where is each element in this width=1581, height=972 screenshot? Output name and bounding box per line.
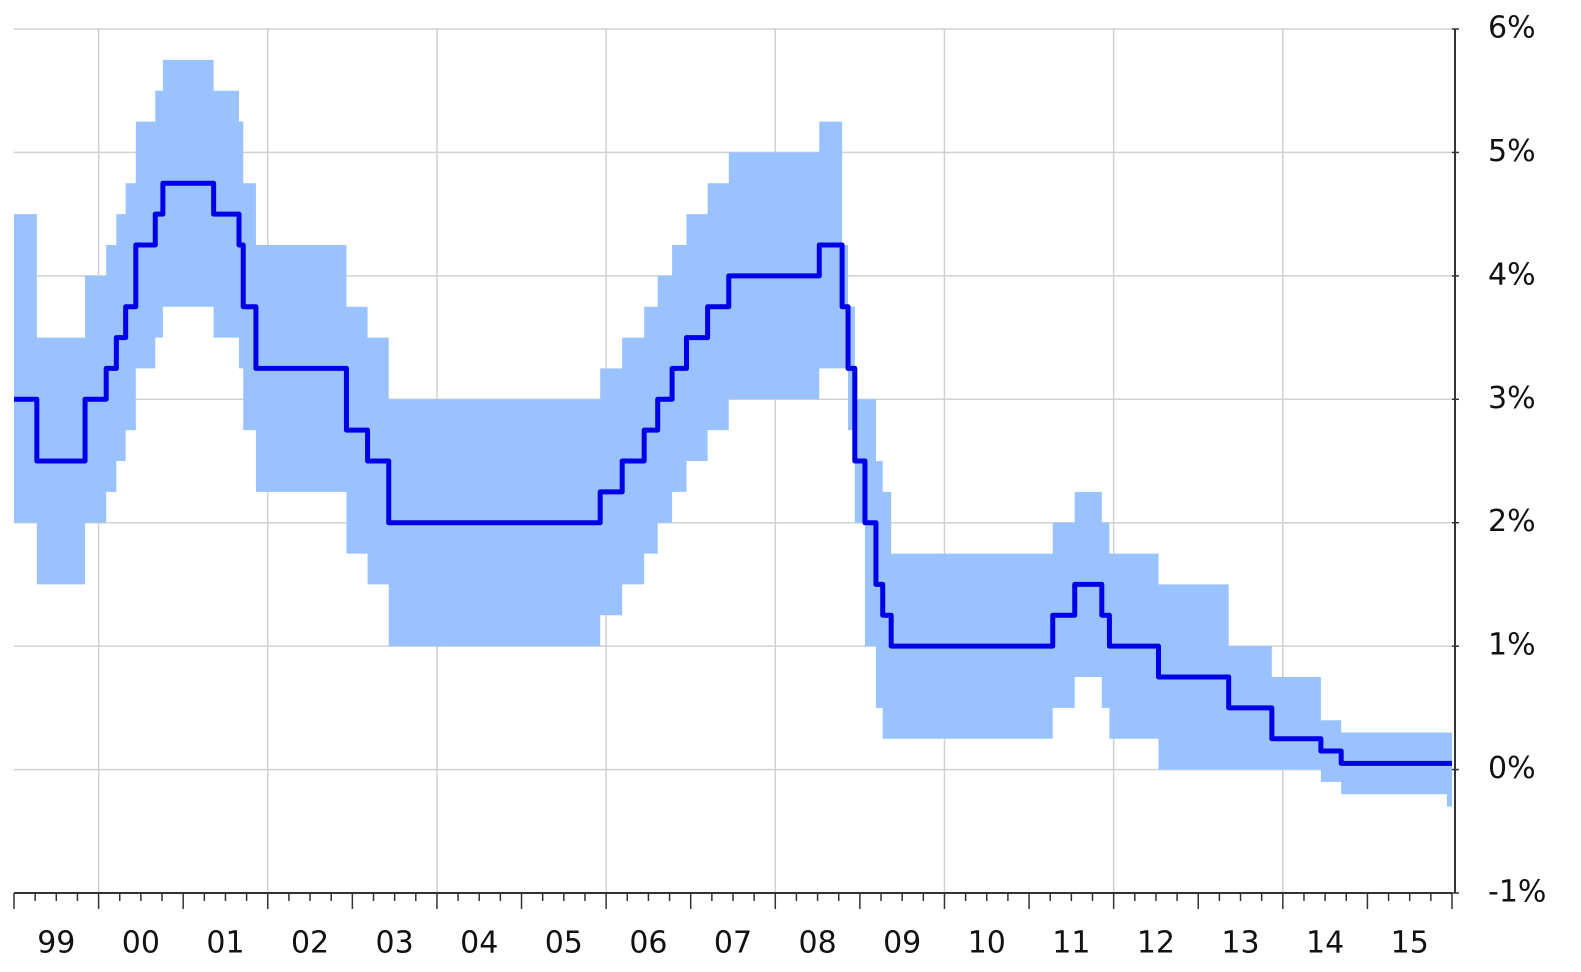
x-tick-label: 04 [460,926,498,961]
x-tick-label: 07 [714,926,752,961]
x-tick-label: 03 [376,926,414,961]
x-tick-label: 15 [1391,926,1429,961]
y-tick-label: -1% [1488,875,1546,910]
band-area [14,59,1452,807]
x-tick-label: 12 [1137,926,1175,961]
y-tick-label: 1% [1488,628,1536,663]
x-tick-label: 99 [37,926,75,961]
y-tick-label: 5% [1488,134,1536,169]
x-tick-label: 01 [206,926,244,961]
rate-line [14,180,1452,766]
y-tick-label: 6% [1488,11,1536,46]
x-tick-label: 00 [122,926,160,961]
x-tick-label: 08 [798,926,836,961]
y-tick-label: 0% [1488,751,1536,786]
x-tick-label: 10 [968,926,1006,961]
x-tick-label: 06 [629,926,667,961]
y-tick-label: 4% [1488,257,1536,292]
x-tick-label: 09 [883,926,921,961]
y-tick-label: 2% [1488,504,1536,539]
x-tick-label: 14 [1306,926,1344,961]
x-tick-label: 05 [545,926,583,961]
x-tick-label: 02 [291,926,329,961]
y-tick-label: 3% [1488,381,1536,416]
x-tick-label: 11 [1052,926,1090,961]
x-tick-label: 13 [1221,926,1259,961]
